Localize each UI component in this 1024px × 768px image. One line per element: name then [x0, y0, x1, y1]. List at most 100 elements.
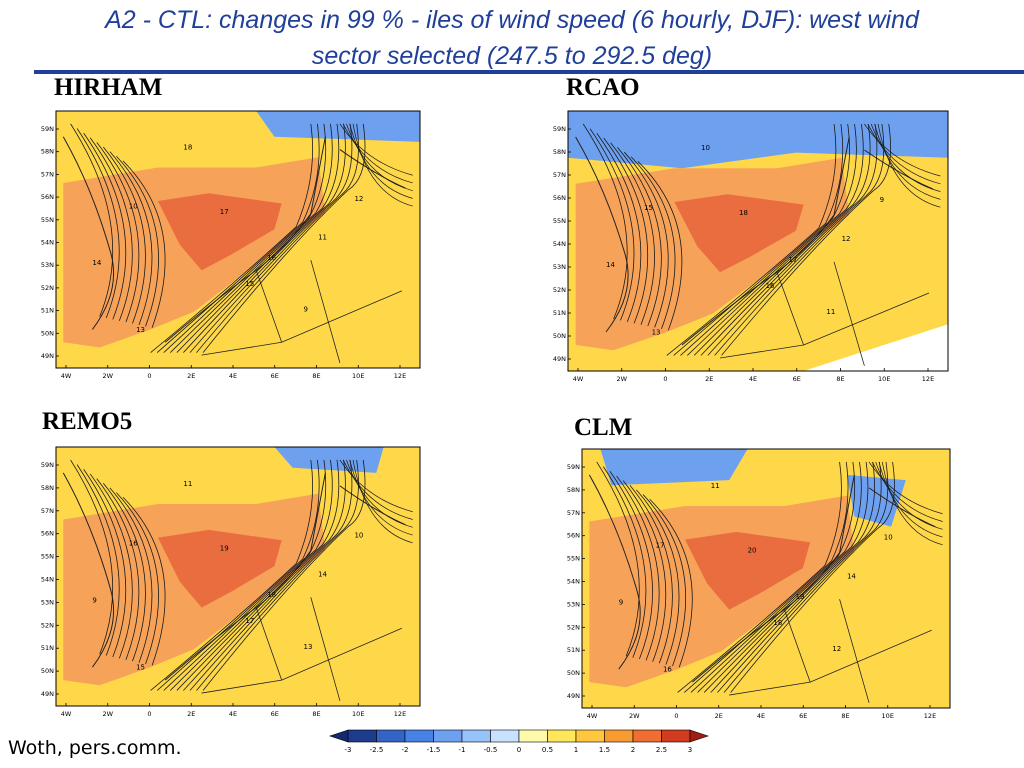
contour-value-label: 9	[880, 196, 884, 204]
isotach-contour	[76, 123, 320, 353]
lat-tick-label: 51N	[41, 644, 54, 652]
coastline	[62, 472, 406, 681]
lat-tick-label: 55N	[41, 553, 54, 561]
isotach-contour	[622, 461, 869, 693]
contour-value-label: 16	[663, 666, 672, 674]
isotach-contour	[109, 123, 353, 353]
lat-tick-label: 53N	[41, 261, 54, 269]
isotach-contour-east	[342, 123, 413, 184]
map-frame	[55, 110, 421, 369]
isotach-contour-east	[352, 123, 413, 207]
isotach-contour-east	[868, 461, 943, 515]
lon-tick-label: 0	[663, 375, 667, 383]
colorbar-tick-label: -2	[402, 746, 409, 754]
blue-decrease-shading	[274, 447, 384, 473]
lat-tick-label: 57N	[41, 170, 54, 178]
lon-tick-label: 12E	[394, 372, 406, 380]
lat-tick-label: 58N	[41, 484, 54, 492]
contour-value-label: 9	[619, 598, 623, 606]
isotach-contour	[617, 123, 871, 356]
contour-value-label: 17	[788, 256, 797, 264]
lon-tick-label: 4E	[749, 375, 757, 383]
lon-tick-label: 2E	[715, 712, 723, 720]
isotach-contour	[582, 123, 837, 356]
colorbar-tick-label: 1	[574, 746, 578, 754]
isotach-contour	[636, 461, 882, 693]
isotach-contour	[70, 459, 314, 691]
lat-tick-label: 57N	[41, 507, 54, 515]
lon-tick-label: 12E	[394, 710, 406, 718]
lon-tick-label: 8E	[836, 375, 844, 383]
colorbar-tick-label: 0	[517, 746, 521, 754]
lat-tick-label: 55N	[41, 216, 54, 224]
lon-tick-label: 2E	[187, 710, 195, 718]
lat-tick-label: 59N	[553, 125, 566, 133]
panel-label-remo5: REMO5	[42, 408, 133, 435]
lat-tick-label: 58N	[41, 148, 54, 156]
isotach-contour	[83, 459, 327, 691]
contour-value-label: 9	[304, 305, 308, 313]
contour-value-label: 16	[766, 282, 775, 290]
lon-tick-label: 8E	[312, 372, 320, 380]
peak-change-shading	[157, 193, 282, 271]
map-svg: 19 18 17 16 15 14 13 11 10 9 59N 58N 57N 56N 55N 54N 53N…	[41, 446, 421, 718]
colorbar-segment	[518, 729, 548, 743]
lat-tick-label: 51N	[553, 309, 566, 317]
contour-value-label: 16	[129, 539, 138, 547]
contour-value-label: 20	[748, 547, 757, 555]
contour-value-label: 12	[832, 645, 841, 653]
lon-tick-label: 10E	[882, 712, 894, 720]
lat-tick-label: 52N	[553, 286, 566, 294]
lat-tick-label: 49N	[41, 352, 54, 360]
colorbar-tick-label: 2	[631, 746, 635, 754]
isotach-contour	[89, 459, 333, 691]
colorbar-segment	[632, 729, 662, 743]
lat-tick-label: 52N	[567, 623, 580, 631]
map-svg: 17 16 15 10 13 11 9 18 12 14 59N 58N 57N 56N 55N 54N 53N…	[41, 110, 421, 380]
title-line-1: A2 - CTL: changes in 99 % - iles of wind…	[105, 6, 919, 34]
panel-label-clm: CLM	[574, 414, 633, 441]
contour-value-label: 11	[318, 234, 327, 242]
slide-title: A2 - CTL: changes in 99 % - iles of wind…	[0, 2, 1024, 74]
contour-value-label: 14	[318, 571, 327, 579]
coastline	[62, 136, 406, 343]
contour-value-label: 11	[826, 308, 835, 316]
colorbar-segment	[547, 729, 577, 743]
contour-value-label: 18	[267, 591, 276, 599]
lon-tick-label: 4W	[573, 375, 584, 383]
isotach-contour-east	[874, 123, 941, 200]
contour-value-label: 13	[136, 326, 145, 334]
lat-tick-label: 55N	[567, 555, 580, 563]
lon-tick-label: 0	[674, 712, 678, 720]
isotach-contour	[83, 123, 327, 353]
isotach-contour	[116, 123, 359, 353]
colorbar-tick-label: -1.5	[427, 746, 441, 754]
lon-tick-label: 4W	[587, 712, 598, 720]
lat-tick-label: 53N	[41, 598, 54, 606]
map-frame	[55, 446, 421, 707]
isotach-contour	[637, 123, 891, 356]
colorbar-segment	[404, 729, 434, 743]
contour-value-label: 13	[304, 643, 313, 651]
colorbar-tick-label: -1	[459, 746, 466, 754]
contour-value-label: 17	[656, 541, 665, 549]
contour-value-label: 10	[354, 532, 363, 540]
contour-value-label: 17	[220, 208, 229, 216]
lat-tick-label: 56N	[553, 194, 566, 202]
contour-value-label: 15	[245, 280, 254, 288]
isotach-contour	[103, 459, 346, 691]
colorbar-segment	[461, 729, 491, 743]
isotach-contour-east	[878, 461, 943, 538]
contour-value-label: 9	[92, 596, 96, 604]
lon-tick-label: 8E	[841, 712, 849, 720]
title-line-2: sector selected (247.5 to 292.5 deg)	[311, 42, 713, 70]
isotach-contour	[630, 123, 885, 356]
colorbar-segment	[661, 729, 691, 743]
colorbar-tick-label: -0.5	[484, 746, 498, 754]
colorbar-segment	[575, 729, 605, 743]
contour-value-label: 10	[884, 534, 893, 542]
lon-tick-label: 4E	[229, 710, 237, 718]
lat-tick-label: 59N	[41, 125, 54, 133]
contour-value-label: 14	[847, 573, 856, 581]
lon-tick-label: 2W	[102, 372, 113, 380]
